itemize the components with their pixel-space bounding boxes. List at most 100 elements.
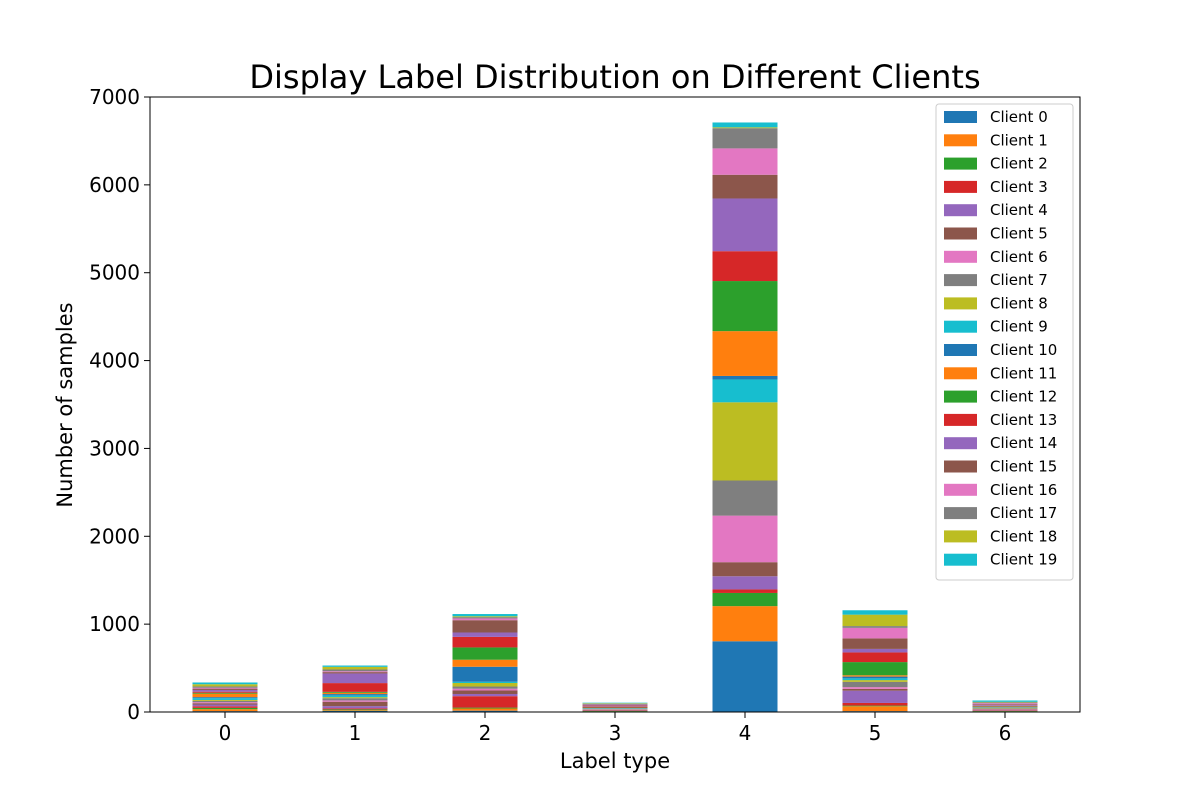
- legend-entry-label: Client 8: [990, 294, 1048, 312]
- bar-segment-cat0-client16: [192, 687, 258, 689]
- bar-segment-cat5-client12: [842, 662, 908, 676]
- bar-segment-cat1-client15: [322, 672, 388, 674]
- bar-segment-cat4-client16: [712, 148, 778, 175]
- legend: Client 0 Client 1 Client 2 Client 3 Client 4…: [935, 103, 1074, 581]
- bar-segment-cat2-client8: [452, 683, 518, 687]
- legend-swatch: [944, 530, 977, 543]
- chart-title: Display Label Distribution on Different …: [249, 58, 980, 96]
- y-tick-label: 5000: [89, 261, 140, 285]
- legend-entry-label: Client 18: [990, 527, 1057, 545]
- bar-segment-cat5-client1: [842, 706, 908, 712]
- bar-segment-cat5-client8: [842, 680, 908, 682]
- bars-group: [192, 122, 1038, 712]
- bar-segment-cat4-client15: [712, 174, 778, 199]
- bar-segment-cat5-client13: [842, 652, 908, 663]
- legend-entry-label: Client 16: [990, 481, 1057, 499]
- bar-segment-cat2-client7: [452, 686, 518, 689]
- bar-segment-cat2-client0: [452, 710, 518, 712]
- y-tick-label: 6000: [89, 173, 140, 197]
- legend-entry-label: Client 10: [990, 341, 1057, 359]
- x-tick-label: 4: [739, 721, 752, 745]
- legend-swatch: [944, 460, 977, 473]
- bar-segment-cat4-client19: [712, 122, 778, 128]
- bar-segment-cat0-client7: [192, 700, 258, 703]
- legend-entry-label: Client 17: [990, 504, 1057, 522]
- bar-segment-cat3-client15: [582, 705, 648, 707]
- bar-segment-cat0-client12: [192, 692, 258, 694]
- bar-segment-cat0-client8: [192, 699, 258, 701]
- y-tick-label: 4000: [89, 349, 140, 373]
- legend-swatch: [944, 274, 977, 287]
- bar-segment-cat2-client19: [452, 614, 518, 617]
- legend-swatch: [944, 437, 977, 450]
- legend-swatch: [944, 204, 977, 217]
- bar-segment-cat2-client12: [452, 647, 518, 660]
- bar-segment-cat6-client7: [972, 708, 1038, 709]
- legend-entry-label: Client 6: [990, 248, 1048, 266]
- bar-segment-cat1-client18: [322, 666, 388, 670]
- bar-segment-cat2-client2: [452, 707, 518, 709]
- bar-segment-cat0-client17: [192, 686, 258, 688]
- bar-segment-cat1-client7: [322, 698, 388, 701]
- bar-segment-cat2-client15: [452, 620, 518, 633]
- legend-entry-label: Client 2: [990, 155, 1048, 173]
- bar-segment-cat0-client18: [192, 684, 258, 687]
- legend-entry-label: Client 11: [990, 364, 1057, 382]
- bar-segment-cat5-client5: [842, 688, 908, 691]
- bar-segment-cat2-client17: [452, 617, 518, 619]
- legend-swatch: [944, 180, 977, 193]
- legend-swatch: [944, 111, 977, 123]
- legend-swatch: [944, 367, 977, 380]
- bar-segment-cat0-client6: [192, 702, 258, 704]
- bar-segment-cat1-client3: [322, 708, 388, 710]
- bar-segment-cat1-client6: [322, 700, 388, 702]
- legend-entry-label: Client 13: [990, 411, 1057, 429]
- bar-segment-cat0-client14: [192, 689, 258, 692]
- bar-segment-cat4-client8: [712, 402, 778, 481]
- bar-segment-cat1-client13: [322, 683, 388, 692]
- bar-segment-cat5-client6: [842, 687, 908, 689]
- bar-segment-cat1-client11: [322, 692, 388, 695]
- legend-entry-label: Client 1: [990, 131, 1048, 149]
- bar-segment-cat1-client2: [322, 709, 388, 711]
- bar-segment-cat6-client19: [972, 700, 1038, 702]
- bar-segment-cat5-client10: [842, 676, 908, 679]
- legend-entry-label: Client 14: [990, 434, 1057, 452]
- bar-segment-cat4-client9: [712, 379, 778, 403]
- bar-segment-cat5-client2: [842, 705, 908, 707]
- x-tick-label: 3: [609, 721, 622, 745]
- bar-segment-cat3-client17: [582, 703, 648, 705]
- bar-segment-cat1-client1: [322, 710, 388, 711]
- bar-segment-cat5-client7: [842, 681, 908, 688]
- legend-swatch: [944, 553, 977, 566]
- bar-segment-cat4-client12: [712, 281, 778, 332]
- legend-swatch: [944, 297, 977, 310]
- bar-segment-cat4-client18: [712, 127, 778, 129]
- legend-entry-label: Client 19: [990, 551, 1057, 569]
- legend-entry-label: Client 12: [990, 388, 1057, 406]
- bar-segment-cat4-client2: [712, 592, 778, 607]
- bar-segment-cat0-client13: [192, 691, 258, 693]
- bar-segment-cat6-client5: [972, 709, 1038, 710]
- bar-segment-cat2-client6: [452, 688, 518, 691]
- legend-swatch: [944, 250, 977, 263]
- bar-segment-cat4-client5: [712, 562, 778, 577]
- legend-entry-label: Client 7: [990, 271, 1048, 289]
- bar-segment-cat1-client5: [322, 701, 388, 707]
- legend-swatch: [944, 157, 977, 170]
- bar-segment-cat0-client3: [192, 706, 258, 708]
- bar-segment-cat6-client17: [972, 702, 1038, 704]
- y-tick-label: 2000: [89, 524, 140, 548]
- bar-segment-cat4-client10: [712, 375, 778, 380]
- bar-segment-cat0-client4: [192, 704, 258, 707]
- bar-segment-cat0-client1: [192, 709, 258, 712]
- bar-segment-cat5-client17: [842, 626, 908, 628]
- bar-segment-cat4-client1: [712, 606, 778, 642]
- legend-swatch: [944, 134, 977, 147]
- bar-segment-cat4-client4: [712, 576, 778, 590]
- bar-segment-cat1-client9: [322, 695, 388, 698]
- bar-segment-cat3-client13: [582, 706, 648, 708]
- legend-entry-label: Client 0: [990, 108, 1048, 126]
- bar-segment-cat0-client2: [192, 707, 258, 710]
